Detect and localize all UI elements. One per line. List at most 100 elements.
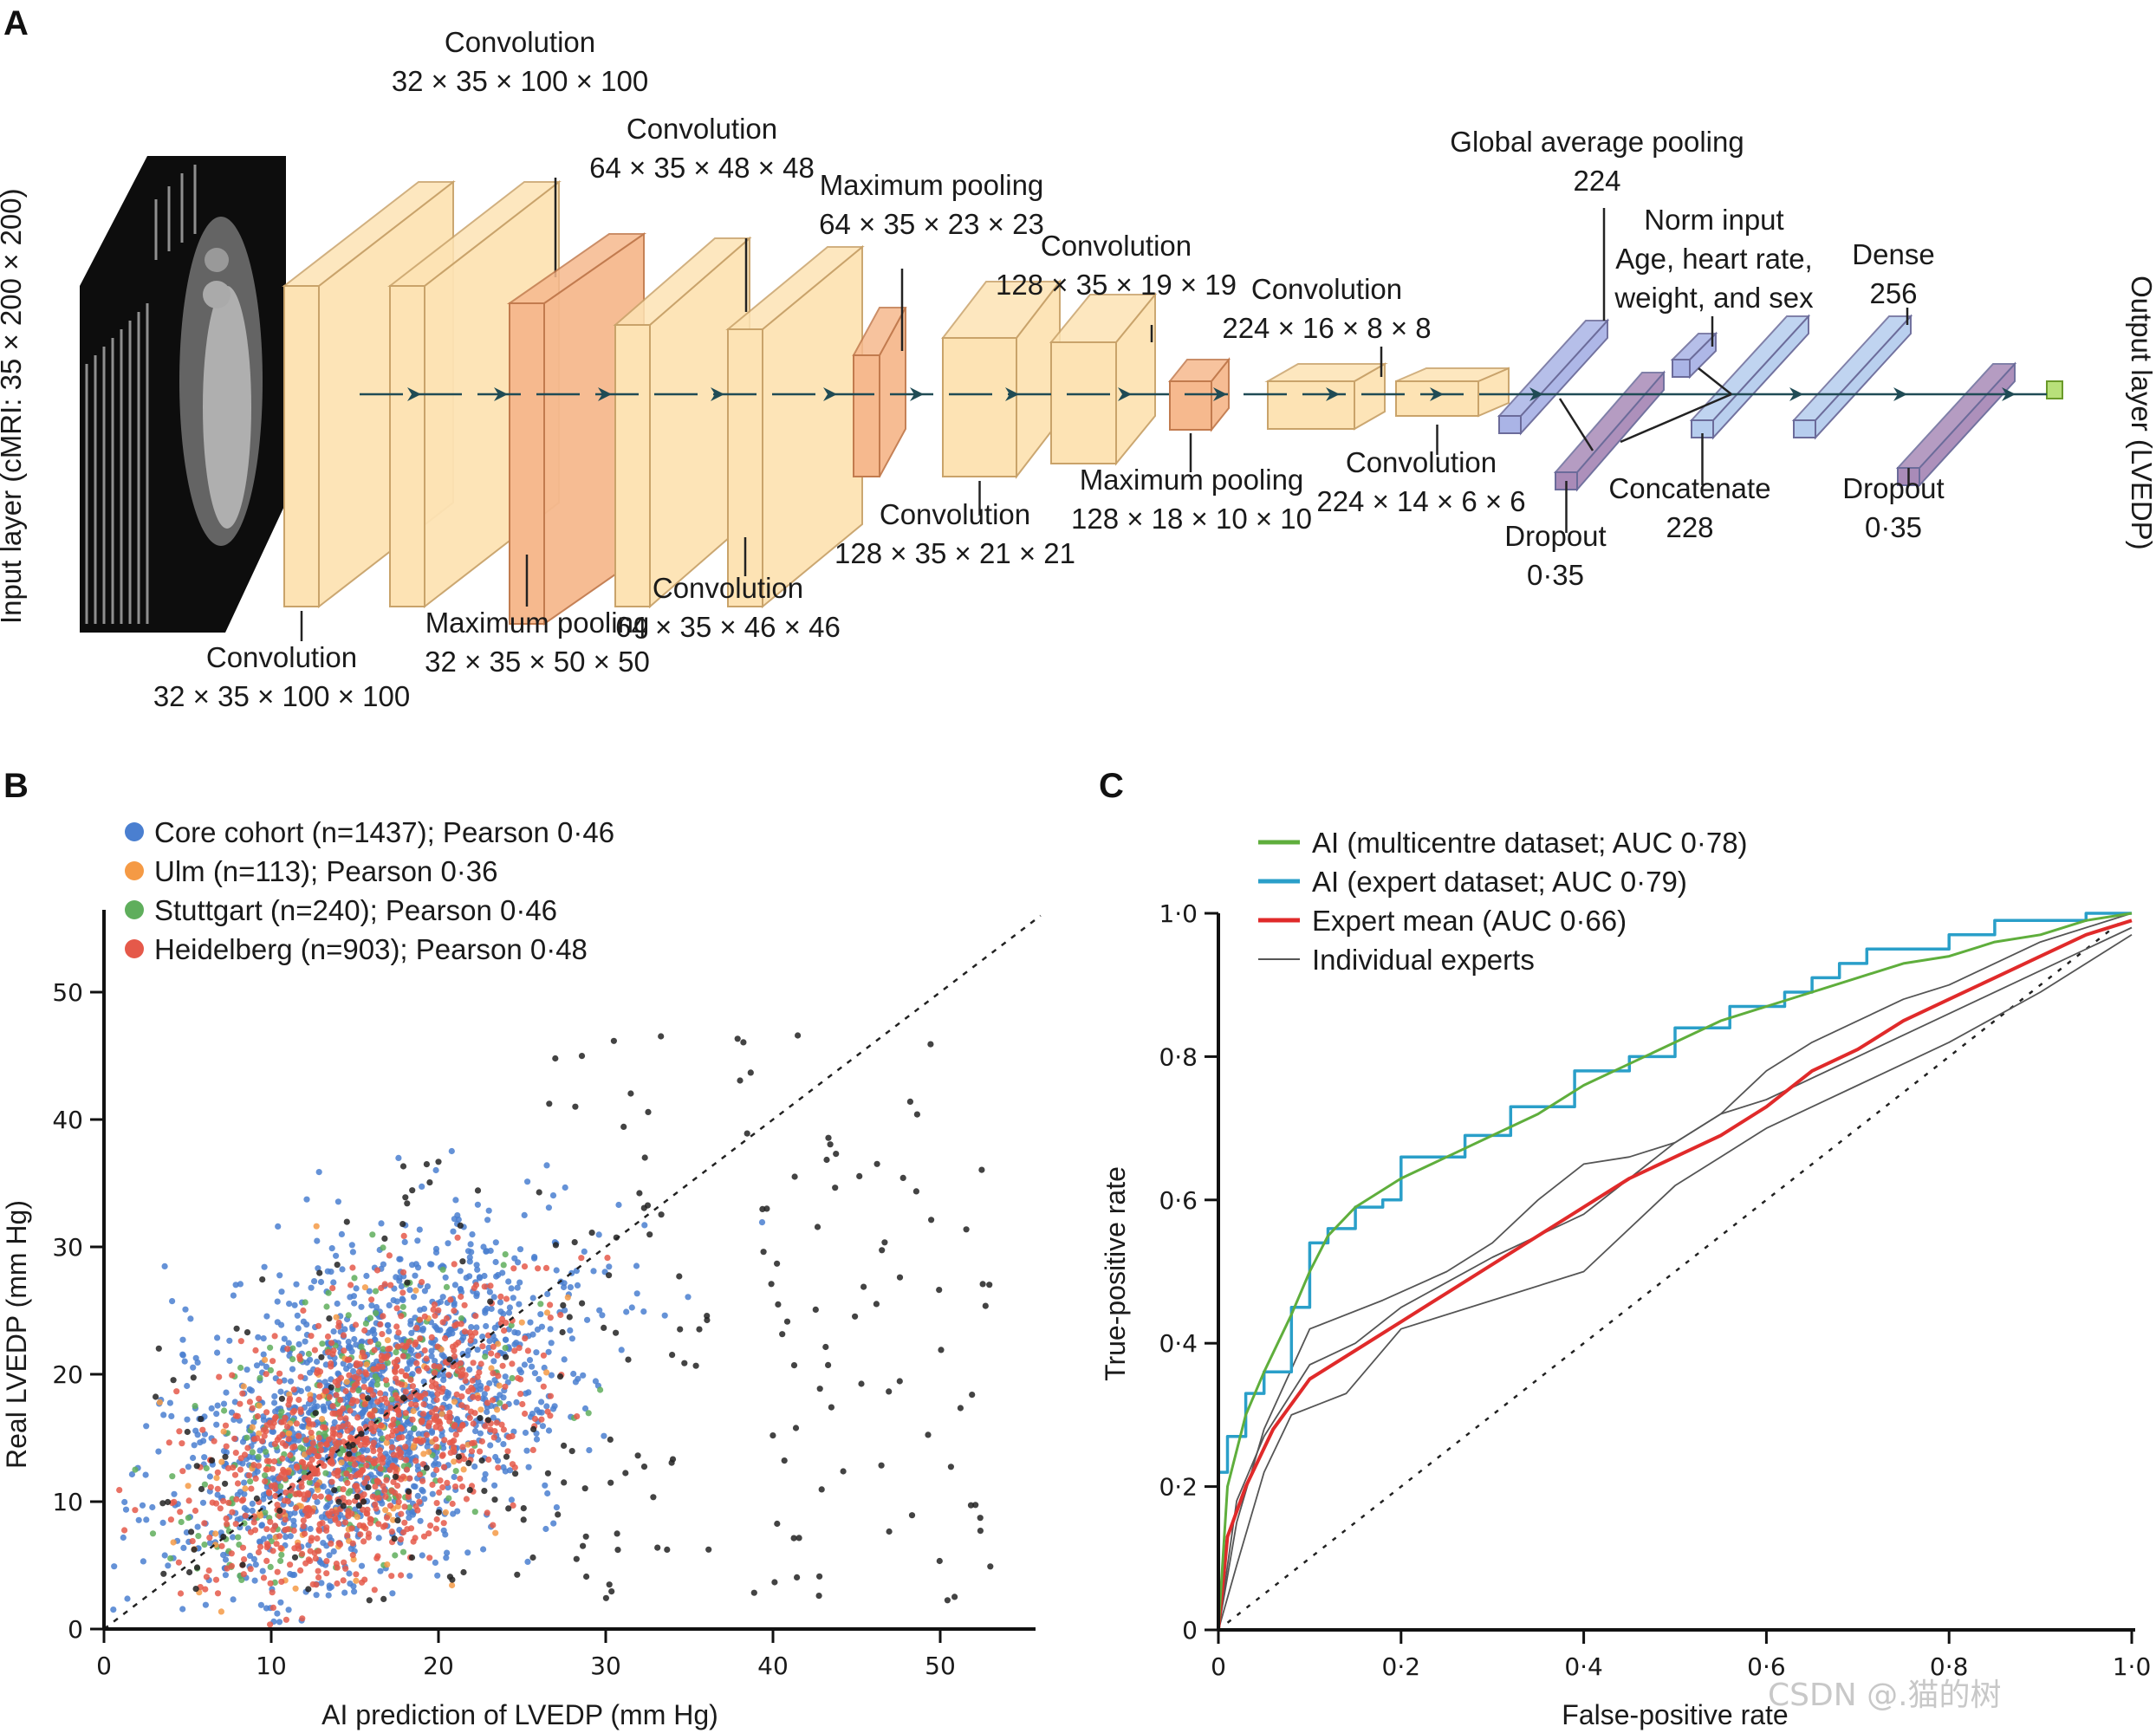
scatter-point: [529, 1446, 536, 1453]
scatter-point: [488, 1350, 495, 1357]
scatter-point: [407, 1376, 414, 1384]
scatter-point-outlier: [852, 1313, 859, 1320]
scatter-point-outlier: [478, 1457, 485, 1464]
scatter-point: [282, 1516, 289, 1523]
scatter-point: [436, 1363, 443, 1370]
scatter-point: [545, 1427, 553, 1434]
scatter-point: [316, 1382, 323, 1389]
arrowhead-icon: [1529, 387, 1543, 401]
scatter-point: [349, 1264, 356, 1271]
scatter-point: [379, 1459, 386, 1466]
scatter-point: [409, 1371, 416, 1378]
scatter-point-outlier: [404, 1200, 411, 1207]
scatter-point: [369, 1231, 376, 1238]
scatter-point: [330, 1548, 337, 1555]
scatter-point: [521, 1211, 528, 1218]
scatter-point: [249, 1507, 256, 1515]
scatter-point: [341, 1347, 347, 1354]
scatter-point: [490, 1294, 497, 1301]
scatter-point-outlier: [426, 1179, 433, 1186]
scatter-point: [328, 1540, 334, 1547]
scatter-point: [232, 1450, 239, 1457]
scatter-point: [235, 1534, 242, 1541]
x-tick-label: 0: [96, 1652, 112, 1680]
scatter-point: [321, 1425, 328, 1431]
scatter-point: [325, 1436, 333, 1443]
y-tick-label: 0·4: [1159, 1329, 1198, 1358]
roc-y-axis-label: True-positive rate: [1100, 1166, 1131, 1381]
scatter-point: [472, 1329, 479, 1336]
scatter-point: [335, 1323, 342, 1330]
scatter-point: [380, 1313, 386, 1320]
scatter-point: [340, 1447, 347, 1454]
scatter-point: [354, 1398, 360, 1405]
scatter-point: [140, 1558, 146, 1565]
scatter-point: [271, 1333, 278, 1340]
scatter-point: [525, 1464, 532, 1470]
scatter-point: [239, 1544, 247, 1551]
scatter-point: [502, 1403, 509, 1410]
scatter-point: [538, 1416, 545, 1423]
scatter-point: [284, 1497, 291, 1505]
scatter-point: [574, 1413, 581, 1420]
scatter-point: [375, 1495, 382, 1502]
scatter-point: [411, 1425, 418, 1431]
scatter-point: [537, 1311, 544, 1318]
scatter-point-outlier: [278, 1395, 285, 1402]
scatter-point: [315, 1169, 322, 1176]
scatter-point: [258, 1522, 265, 1529]
scatter-point: [476, 1274, 484, 1281]
scatter-point-outlier: [790, 1362, 798, 1369]
scatter-point: [475, 1394, 482, 1402]
scatter-point: [382, 1493, 389, 1500]
scatter-point: [567, 1284, 575, 1291]
scatter-point: [452, 1341, 459, 1348]
scatter-point: [307, 1474, 314, 1481]
scatter-point: [307, 1548, 314, 1555]
scatter-point: [295, 1490, 302, 1496]
scatter-point: [506, 1467, 514, 1474]
scatter-point-outlier: [781, 1457, 788, 1464]
scatter-point: [169, 1473, 176, 1480]
scatter-point-outlier: [986, 1282, 993, 1288]
scatter-point: [257, 1447, 263, 1454]
scatter-point: [386, 1327, 393, 1334]
scatter-point: [332, 1438, 339, 1445]
scatter-point: [524, 1347, 532, 1354]
scatter-point: [285, 1430, 292, 1437]
scatter-point: [457, 1475, 464, 1483]
scatter-point-outlier: [641, 1154, 648, 1161]
scatter-point: [255, 1463, 263, 1470]
y-tick-label: 1·0: [1159, 899, 1198, 928]
scatter-point-outlier: [559, 1328, 566, 1336]
scatter-point: [453, 1391, 460, 1398]
arrowhead-icon: [2002, 387, 2016, 401]
scatter-point: [459, 1444, 466, 1451]
scatter-point: [334, 1580, 341, 1587]
scatter-point: [373, 1358, 380, 1365]
scatter-point: [242, 1485, 249, 1492]
scatter-point: [445, 1240, 451, 1247]
scatter-point: [311, 1347, 318, 1353]
scatter-point: [214, 1349, 221, 1356]
scatter-point: [276, 1412, 284, 1419]
layer-dims: 128 × 35 × 19 × 19: [996, 269, 1237, 301]
scatter-point: [339, 1266, 346, 1273]
scatter-point: [266, 1457, 273, 1464]
roc-ai-multicentre-line: [1217, 912, 2133, 1631]
scatter-point: [490, 1358, 497, 1365]
scatter-point-outlier: [192, 1586, 199, 1593]
scatter-point-outlier: [796, 1535, 802, 1542]
scatter-point: [353, 1285, 360, 1292]
scatter-point: [270, 1358, 276, 1365]
scatter-point: [278, 1418, 285, 1425]
scatter-point: [252, 1347, 259, 1353]
scatter-point: [401, 1519, 408, 1526]
scatter-point: [363, 1462, 370, 1469]
scatter-point: [399, 1296, 406, 1303]
scatter-point: [395, 1154, 402, 1161]
legend-item: Core cohort (n=1437); Pearson 0·46: [125, 816, 614, 848]
scatter-point: [360, 1377, 367, 1384]
y-tick-label: 10: [52, 1488, 83, 1516]
scatter-point: [445, 1495, 452, 1502]
